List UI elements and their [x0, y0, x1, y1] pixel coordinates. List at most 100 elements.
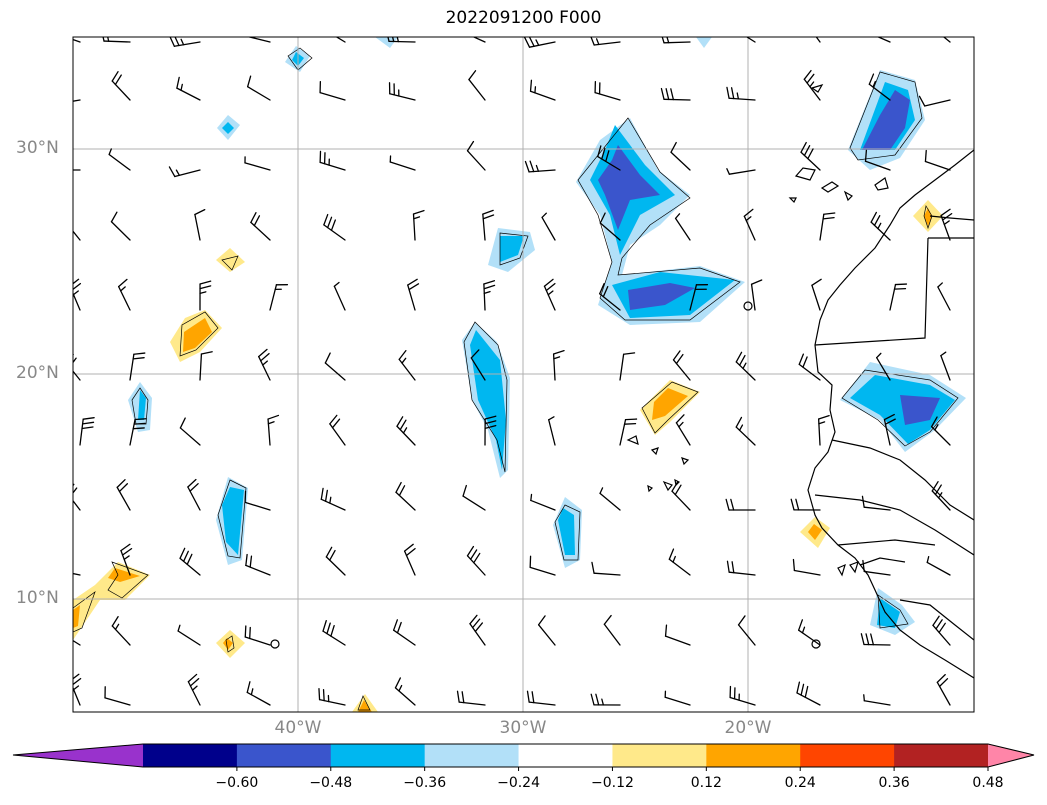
wind-barb — [246, 86, 271, 101]
wind-barb — [541, 216, 556, 241]
wind-barb — [333, 285, 346, 311]
wind-barb-flag — [605, 150, 610, 163]
wind-barb-flag — [391, 37, 395, 43]
colorbar-segment — [236, 744, 332, 767]
wind-barb-flag — [323, 213, 329, 226]
wind-barb-flag — [666, 37, 670, 44]
wind-barb — [403, 550, 416, 576]
wind-barb-flag — [665, 88, 670, 101]
wind-barb-flag — [189, 677, 200, 687]
wind-barb-flag — [937, 282, 943, 288]
wind-barb-flag — [531, 691, 535, 704]
colorbar-segment — [894, 744, 989, 767]
wind-barb — [322, 630, 346, 646]
colorbar-tick-label: 0.12 — [690, 775, 722, 791]
lon-label-40w: 40°W — [274, 718, 322, 738]
wind-barb-flag — [169, 37, 176, 47]
wind-barb — [664, 696, 691, 706]
lon-label-20w: 20°W — [724, 718, 772, 738]
wind-barb-flag — [735, 416, 743, 428]
wind-barb — [942, 37, 951, 43]
wind-barb-flag — [73, 278, 80, 285]
wind-barb — [619, 418, 627, 446]
wind-barb — [244, 162, 271, 171]
wind-barb-flag — [934, 424, 939, 431]
colorbar-tick-label: −0.12 — [590, 775, 634, 791]
wind-barb-flag — [938, 622, 946, 634]
wind-barb-flag — [466, 545, 475, 557]
wind-barb-flag — [590, 37, 595, 46]
wind-barb-flag — [117, 278, 128, 288]
wind-barb — [811, 284, 821, 311]
wind-barb-flag — [472, 618, 481, 629]
wind-barb-flag — [333, 281, 340, 287]
wind-barb-flag — [244, 625, 247, 638]
wind-barb-flag — [330, 624, 335, 637]
wind-barb — [926, 561, 951, 576]
wind-barb-flag — [199, 291, 207, 295]
wind-barb-flag — [176, 76, 180, 89]
wind-barb — [745, 37, 756, 43]
wind-barb-flag — [801, 626, 806, 634]
wind-barb-flag — [64, 481, 71, 490]
wind-barb-flag — [805, 12, 812, 21]
wind-barb — [335, 37, 346, 43]
wind-barb — [73, 230, 81, 241]
wind-barb-flag — [800, 141, 807, 153]
wind-barb-flag — [51, 159, 54, 170]
wind-barb-flag — [530, 493, 533, 502]
wind-barb-flag — [548, 416, 555, 421]
wind-barb-flag — [245, 553, 248, 567]
wind-barb-flag — [529, 79, 533, 92]
wind-barb — [389, 93, 416, 101]
wind-barb — [244, 636, 271, 646]
wind-barb — [876, 357, 891, 381]
wind-barb-flag — [187, 673, 198, 683]
wind-barb-flag — [524, 160, 530, 173]
wind-barb-flag — [58, 621, 61, 632]
wind-barb — [603, 623, 621, 646]
wind-barb-flag — [675, 353, 684, 365]
wind-barb-flag — [552, 349, 565, 355]
wind-barb-flag — [884, 418, 896, 425]
wind-barb — [129, 418, 136, 446]
wind-barb — [108, 153, 131, 171]
wind-barb — [318, 698, 346, 706]
wind-barb-flag — [175, 169, 181, 176]
wind-barb-flag — [883, 413, 895, 421]
wind-barb-flag — [62, 628, 64, 634]
wind-barb-flag — [664, 624, 668, 637]
wind-barb-flag — [405, 547, 416, 557]
wind-barb-flag — [401, 357, 407, 364]
wind-barb-flag — [182, 550, 189, 562]
wind-barb — [103, 40, 131, 43]
wind-barb-flag — [326, 622, 331, 635]
wind-barb-flag — [624, 418, 638, 421]
wind-barb-flag — [132, 357, 145, 360]
wind-barb — [930, 425, 951, 446]
wind-barb-flag — [660, 87, 665, 100]
wind-barb-flag — [670, 88, 675, 101]
wind-barb-flag — [877, 222, 882, 230]
wind-barb-flag — [807, 148, 814, 160]
wind-barb-flag — [940, 351, 947, 357]
wind-barb-flag — [73, 673, 80, 680]
wind-barb — [129, 353, 135, 381]
colorbar-tick-label: 0.24 — [784, 775, 816, 791]
wind-barb-flag — [250, 211, 257, 224]
colorbar-tick-label: 0.36 — [878, 775, 910, 791]
wind-barb-flag — [809, 81, 815, 88]
wind-barb-flag — [102, 37, 105, 42]
wind-barb-flag — [601, 698, 605, 706]
wind-barb-flag — [678, 421, 684, 428]
wind-barb-flag — [894, 283, 908, 286]
wind-barb-flag — [81, 421, 95, 425]
wind-barb — [246, 37, 271, 43]
wind-barb — [111, 625, 131, 646]
wind-barb-flag — [806, 73, 815, 84]
wind-barb-flag — [535, 39, 540, 46]
wind-barb — [664, 635, 691, 646]
colorbar-extend-max — [988, 744, 1034, 767]
wind-barb-flag — [408, 283, 420, 291]
